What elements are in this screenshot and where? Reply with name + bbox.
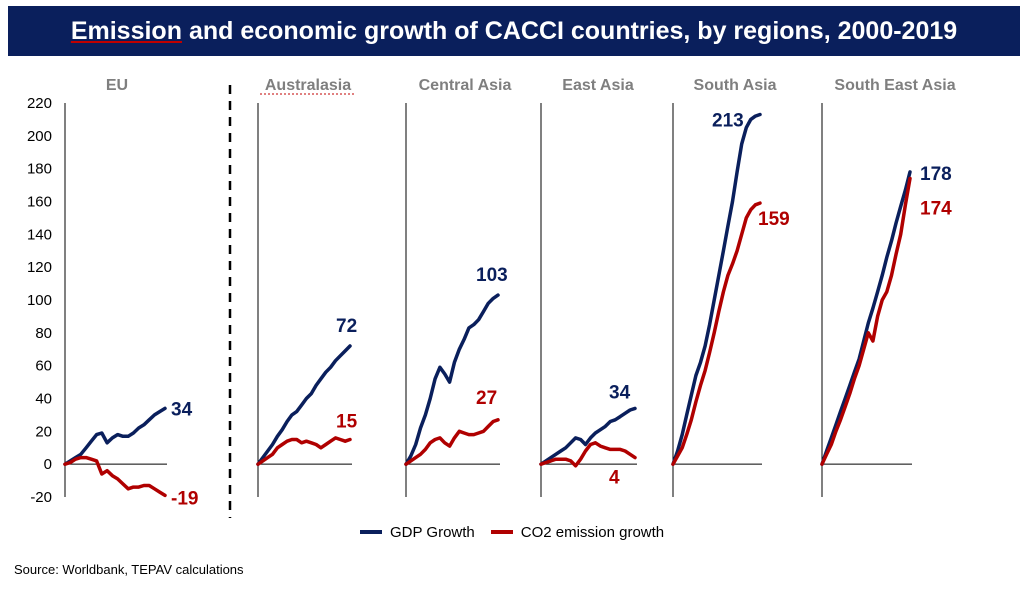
legend-label-co2: CO2 emission growth <box>520 523 665 541</box>
y-tick-label: -20 <box>30 489 52 506</box>
end-label: 34 <box>609 382 631 403</box>
chart-title: Emission and economic growth of CACCI co… <box>8 6 1020 56</box>
y-tick-label: 140 <box>27 226 52 243</box>
end-label: 15 <box>336 412 358 433</box>
chart-canvas: -20 0 20 40 60 80 100 120 140 160 180 200 220 EU 34 -19… <box>27 77 956 518</box>
chart-title-first-word: Emission <box>70 17 182 45</box>
end-label: 174 <box>920 199 952 220</box>
series-line <box>671 112 762 466</box>
y-tick-label: 200 <box>27 128 52 145</box>
legend-item-gdp: GDP Growth <box>360 524 475 541</box>
y-tick-label: 20 <box>35 423 52 440</box>
y-tick-label: 80 <box>35 325 52 342</box>
y-tick-label: 220 <box>27 95 52 112</box>
series-line <box>820 176 912 466</box>
y-tick-label: 60 <box>35 358 52 375</box>
series-line <box>256 344 352 466</box>
y-tick-label: 120 <box>27 259 52 276</box>
panel-title: South East Asia <box>834 77 955 94</box>
end-label: 27 <box>476 388 497 409</box>
panel-title: South Asia <box>694 77 777 94</box>
end-label: 213 <box>712 110 744 131</box>
y-tick-label: 100 <box>27 292 52 309</box>
panel-title: Australasia <box>265 77 351 94</box>
legend-swatch-co2 <box>490 530 513 534</box>
legend-label-gdp: GDP Growth <box>390 523 475 541</box>
series-line <box>63 406 167 466</box>
chart-title-rest: and economic growth of CACCI countries, … <box>188 17 958 45</box>
end-label: 159 <box>758 209 790 230</box>
legend-swatch-gdp <box>360 530 382 534</box>
series-line <box>820 170 912 466</box>
legend: GDP Growth CO2 emission growth <box>360 520 680 544</box>
panel-title: East Asia <box>562 77 634 94</box>
legend-item-co2: CO2 emission growth <box>490 523 665 541</box>
series-line <box>539 406 637 466</box>
y-tick-label: 160 <box>27 194 52 211</box>
series-line <box>404 293 500 466</box>
y-tick-label: 180 <box>27 161 52 178</box>
title-bar: Emission and economic growth of CACCI co… <box>8 6 1020 56</box>
y-tick-label: 40 <box>35 391 52 408</box>
end-label: -19 <box>171 488 198 509</box>
series-line <box>671 201 762 466</box>
end-label: 4 <box>609 468 620 489</box>
end-label: 103 <box>476 265 508 286</box>
end-label: 34 <box>171 399 193 420</box>
series-line <box>539 441 637 468</box>
series-line <box>404 418 500 466</box>
source-note: Source: Worldbank, TEPAV calculations <box>14 562 244 577</box>
end-label: 178 <box>920 164 952 185</box>
panel-title: Central Asia <box>419 77 512 94</box>
series-line <box>256 436 352 466</box>
panel-title: EU <box>106 77 128 94</box>
y-tick-label: 0 <box>44 456 52 473</box>
end-label: 72 <box>336 316 357 337</box>
series-line <box>63 455 167 498</box>
